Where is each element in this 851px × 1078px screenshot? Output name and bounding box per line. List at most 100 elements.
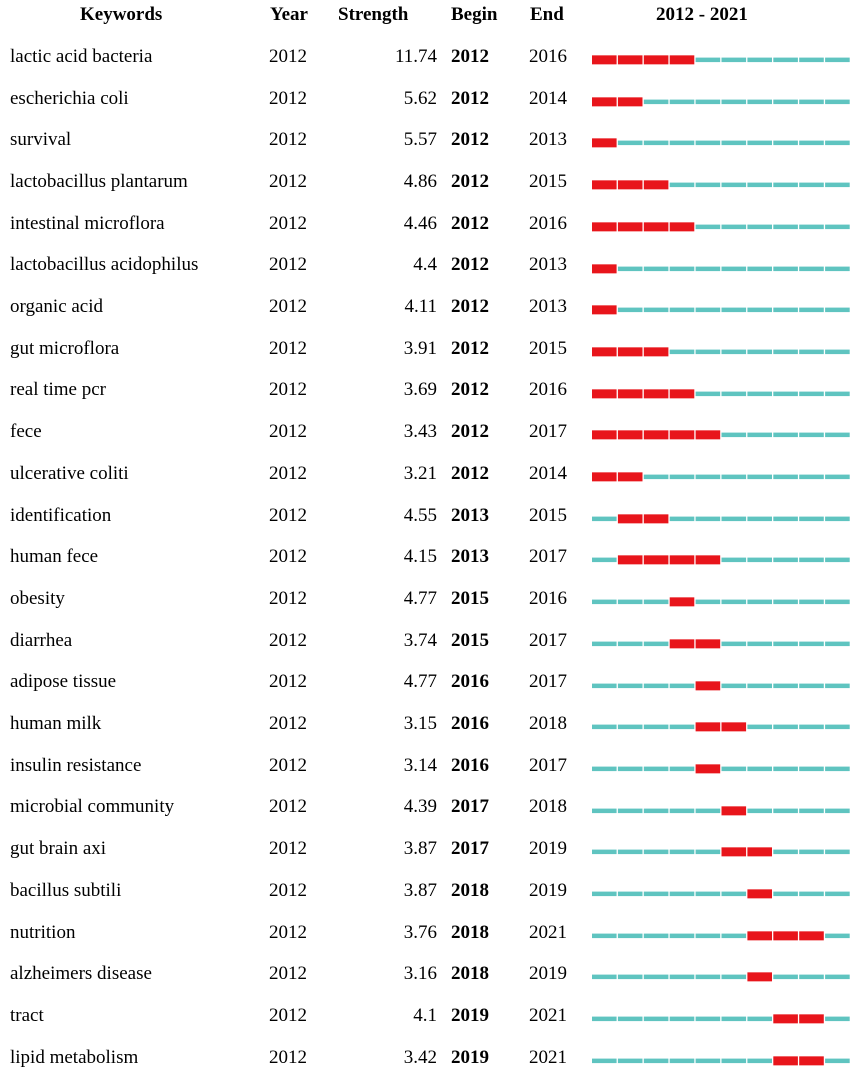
year-cell: 2012 <box>269 462 307 484</box>
burst-segment <box>669 430 695 440</box>
year-cell: 2012 <box>269 421 307 443</box>
year-cell: 2012 <box>269 546 307 568</box>
timeline-segment <box>617 140 643 146</box>
timeline-segment <box>721 182 747 188</box>
timeline-segment <box>825 1058 850 1063</box>
year-cell: 2012 <box>269 587 307 609</box>
table-row: diarrhea 2012 3.74 2015 2017 <box>0 620 851 662</box>
keyword-cell: lactobacillus acidophilus <box>10 254 199 276</box>
begin-cell: 2012 <box>451 212 489 234</box>
keyword-cell: gut brain axi <box>10 838 107 860</box>
timeline-segment <box>747 557 772 563</box>
timeline-segment <box>773 974 798 980</box>
timeline-segment <box>669 1016 695 1022</box>
burst-segment <box>592 430 617 440</box>
burst-timeline <box>592 305 850 315</box>
burst-timeline <box>592 55 850 65</box>
timeline-segment <box>747 724 772 730</box>
burst-timeline <box>592 889 850 899</box>
timeline-segment <box>721 474 747 480</box>
keyword-cell: nutrition <box>10 921 76 943</box>
burst-segment <box>799 931 824 941</box>
end-cell: 2019 <box>529 879 567 901</box>
strength-cell: 4.1 <box>413 1004 437 1026</box>
timeline-segment <box>747 224 772 229</box>
burst-timeline <box>592 680 850 690</box>
year-cell: 2012 <box>269 87 307 109</box>
table-row: ulcerative coliti 2012 3.21 2012 2014 <box>0 453 851 495</box>
table-row: bacillus subtili 2012 3.87 2018 2019 <box>0 870 851 912</box>
timeline-segment <box>799 266 824 271</box>
burst-segment <box>773 1014 798 1024</box>
keyword-cell: escherichia coli <box>10 87 129 109</box>
burst-timeline <box>592 180 850 190</box>
begin-cell: 2012 <box>451 379 489 401</box>
timeline-segment <box>721 1058 747 1063</box>
year-cell: 2012 <box>269 337 307 359</box>
end-cell: 2016 <box>529 379 567 401</box>
burst-segment <box>799 1056 824 1066</box>
timeline-segment <box>799 391 824 396</box>
burst-segment <box>747 847 772 857</box>
burst-timeline <box>592 555 850 565</box>
timeline-segment <box>592 808 617 813</box>
burst-timeline <box>592 597 850 607</box>
timeline-segment <box>773 516 798 521</box>
end-cell: 2018 <box>529 796 567 818</box>
timeline-segment <box>721 1016 747 1022</box>
burst-segment <box>773 1056 798 1066</box>
timeline-segment <box>825 474 850 480</box>
timeline-segment <box>825 766 850 771</box>
timeline-segment <box>799 474 824 480</box>
timeline-segment <box>592 641 617 646</box>
year-cell: 2012 <box>269 45 307 67</box>
timeline-segment <box>643 724 669 730</box>
burst-timeline <box>592 639 850 649</box>
timeline-segment <box>669 349 695 354</box>
strength-cell: 3.74 <box>403 629 437 651</box>
begin-cell: 2012 <box>451 87 489 109</box>
timeline-segment <box>799 224 824 229</box>
timeline-segment <box>695 808 721 813</box>
burst-segment <box>643 430 669 440</box>
begin-cell: 2018 <box>451 879 489 901</box>
timeline-segment <box>825 933 850 938</box>
timeline-segment <box>747 1016 772 1022</box>
table-row: lipid metabolism 2012 3.42 2019 2021 <box>0 1037 851 1078</box>
burst-timeline <box>592 972 850 982</box>
begin-cell: 2012 <box>451 296 489 318</box>
table-row: human milk 2012 3.15 2016 2018 <box>0 703 851 745</box>
timeline-segment <box>773 599 798 605</box>
year-cell: 2012 <box>269 921 307 943</box>
timeline-segment <box>799 891 824 897</box>
timeline-segment <box>825 891 850 897</box>
year-cell: 2012 <box>269 254 307 276</box>
burst-segment <box>617 222 643 232</box>
timeline-segment <box>592 1058 617 1063</box>
end-cell: 2019 <box>529 963 567 985</box>
timeline-segment <box>721 224 747 229</box>
table-row: tract 2012 4.1 2019 2021 <box>0 995 851 1037</box>
timeline-segment <box>643 849 669 855</box>
keyword-cell: ulcerative coliti <box>10 462 129 484</box>
timeline-segment <box>721 766 747 771</box>
timeline-segment <box>721 349 747 354</box>
strength-cell: 4.15 <box>403 546 437 568</box>
burst-segment <box>669 388 695 398</box>
timeline-segment <box>721 432 747 438</box>
timeline-segment <box>695 1016 721 1022</box>
burst-timeline <box>592 138 850 148</box>
table-row: lactic acid bacteria 2012 11.74 2012 2016 <box>0 36 851 78</box>
timeline-segment <box>773 349 798 354</box>
timeline-segment <box>825 391 850 396</box>
timeline-segment <box>825 724 850 730</box>
burst-segment <box>695 639 721 649</box>
end-cell: 2013 <box>529 129 567 151</box>
timeline-segment <box>799 724 824 730</box>
strength-cell: 3.14 <box>403 754 437 776</box>
timeline-segment <box>695 391 721 396</box>
timeline-segment <box>695 224 721 229</box>
end-cell: 2019 <box>529 838 567 860</box>
table-row: microbial community 2012 4.39 2017 2018 <box>0 787 851 829</box>
timeline-segment <box>669 808 695 813</box>
